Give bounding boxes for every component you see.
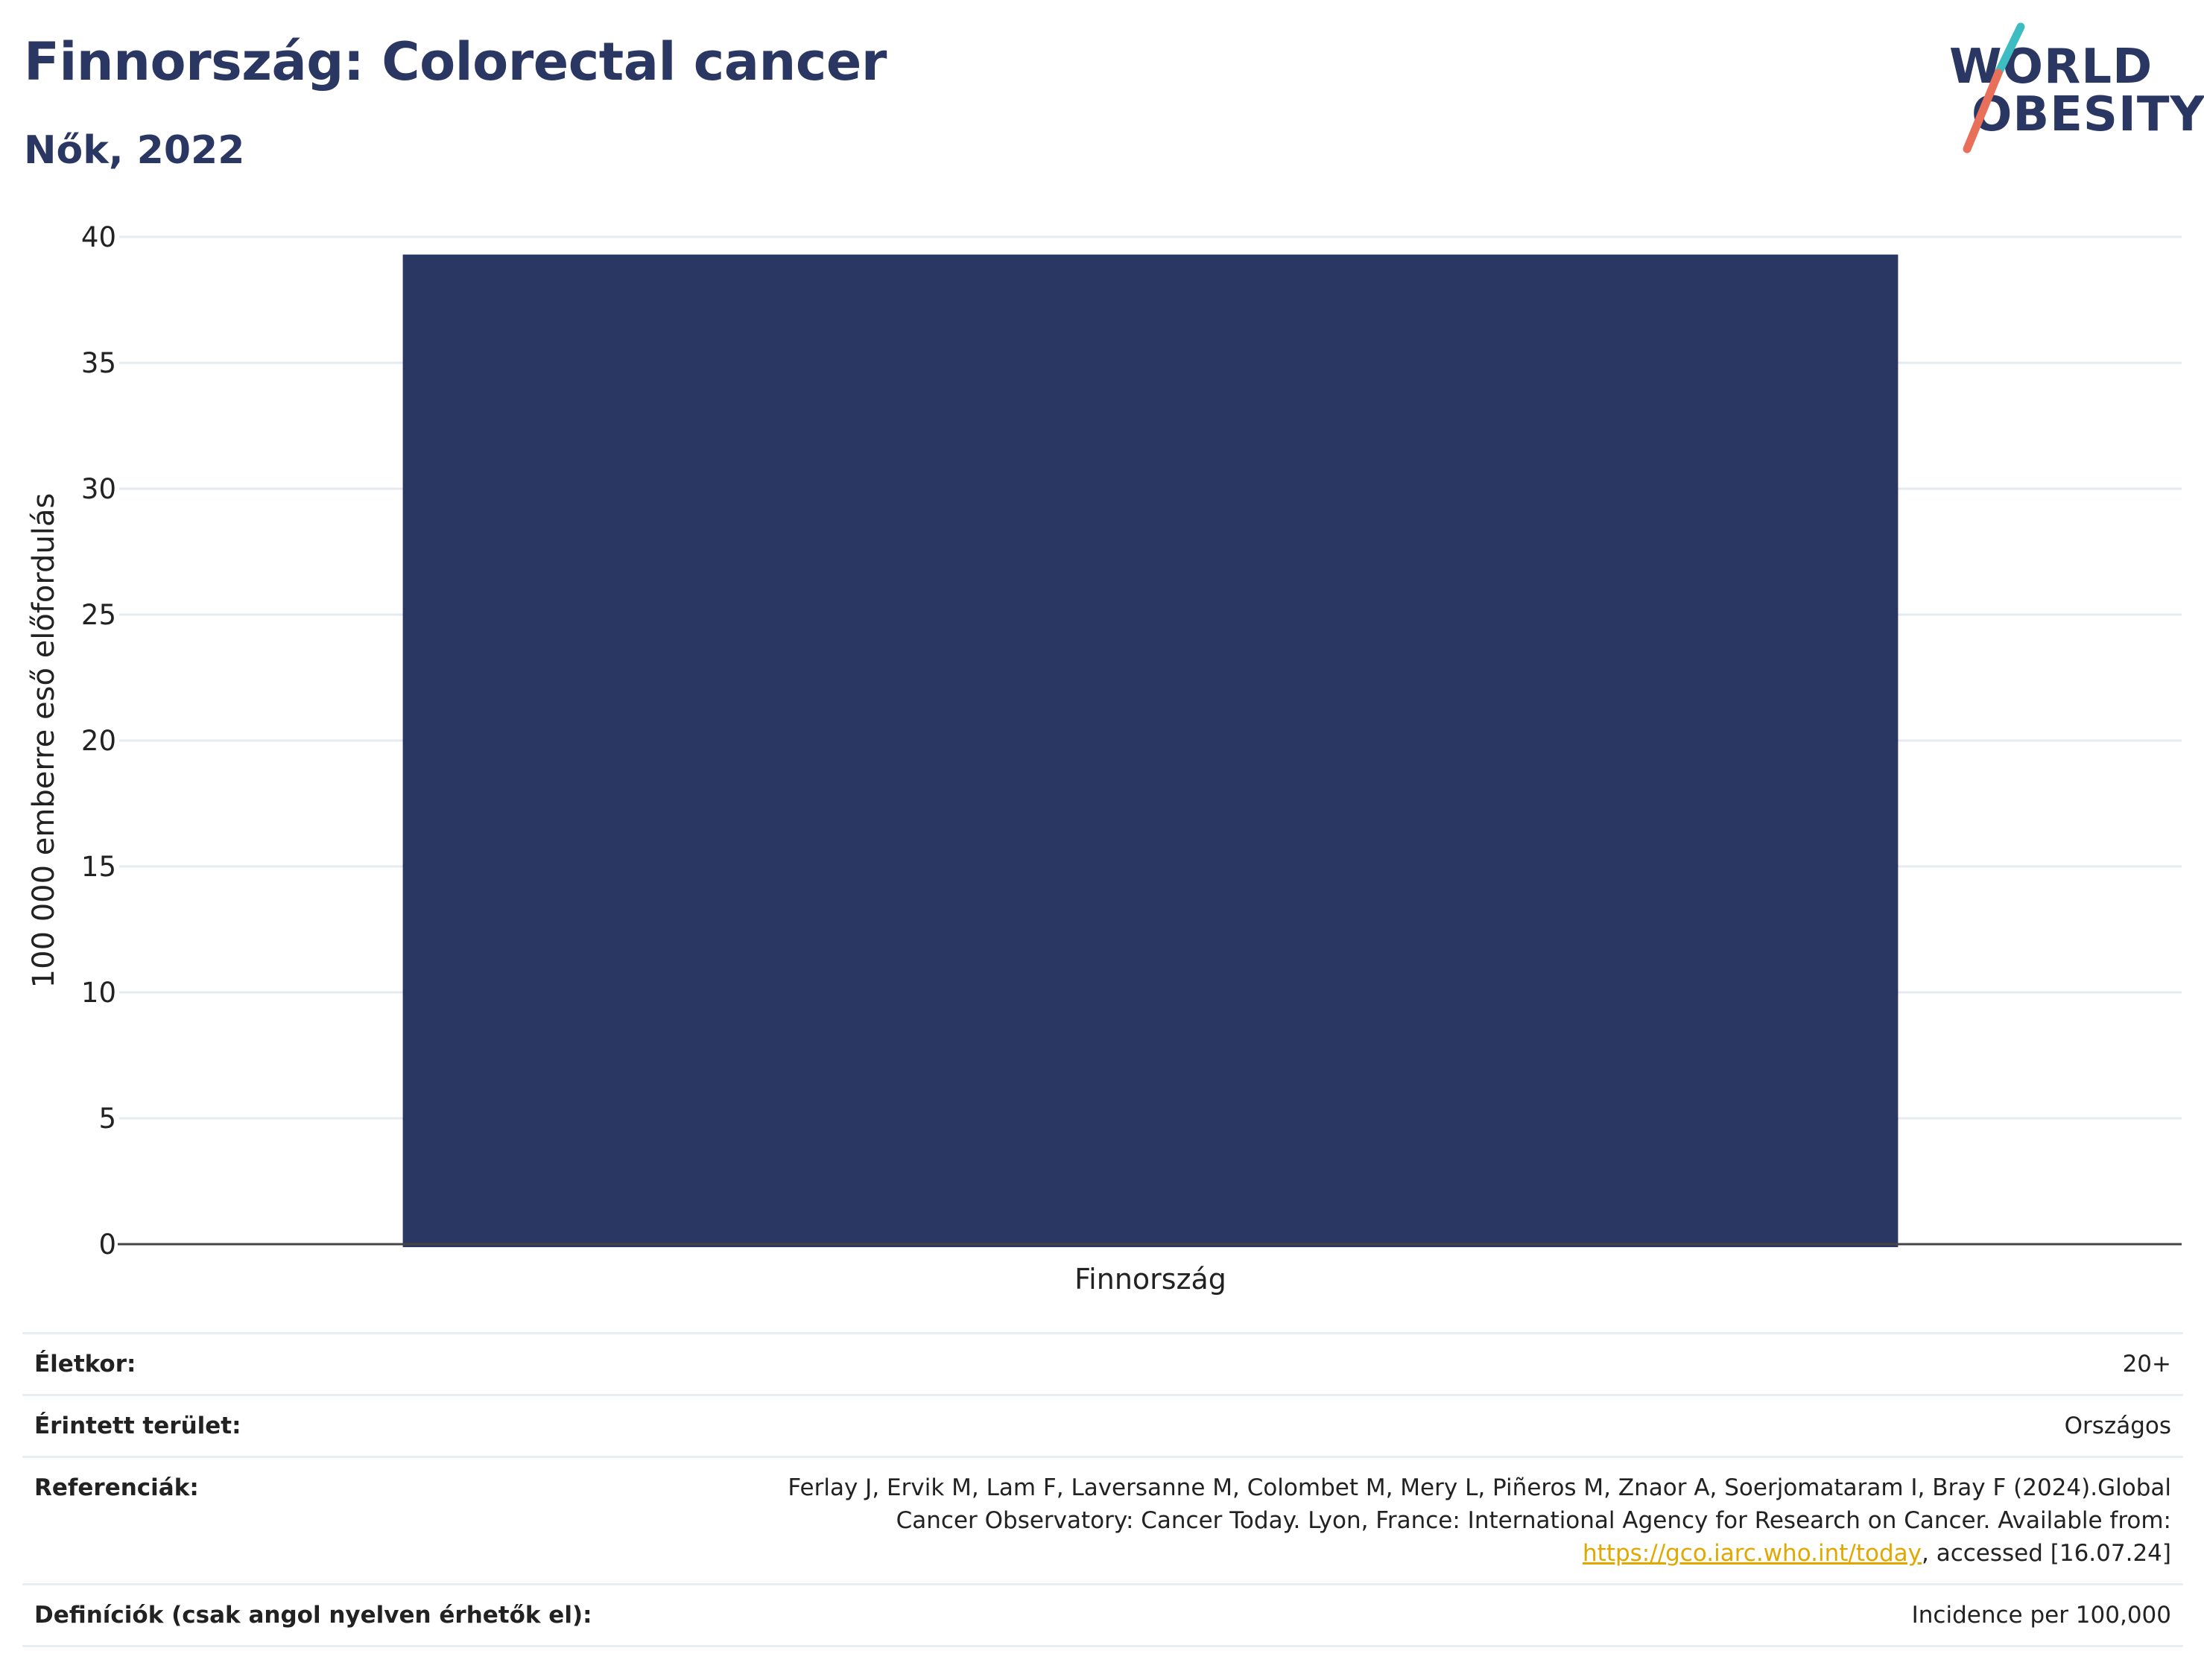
info-row-definitions: Definíciók (csak angol nyelven érhetők e… xyxy=(22,1583,2183,1647)
x-axis-labels: Finnország xyxy=(1074,1263,1226,1296)
info-table: Életkor: 20+ Érintett terület: Országos … xyxy=(22,1332,2183,1647)
logo-text-world: WORLD xyxy=(1949,39,2153,95)
reference-text: Ferlay J, Ervik M, Lam F, Laversanne M, … xyxy=(788,1474,2171,1534)
bars xyxy=(402,254,1899,1247)
x-tick-label: Finnország xyxy=(1074,1263,1226,1296)
info-row-references: Referenciák: Ferlay J, Ervik M, Lam F, L… xyxy=(22,1456,2183,1585)
info-label-age: Életkor: xyxy=(22,1332,717,1395)
bar-chart: 0 5 10 15 20 25 30 35 40 Finnország 100 000 embe… xyxy=(27,221,2182,1296)
y-tick-label: 10 xyxy=(81,977,116,1009)
y-tick-label: 30 xyxy=(81,473,116,505)
y-axis-title: 100 000 emberre eső előfordulás xyxy=(27,493,61,989)
logo-text-obesity: OBESITY xyxy=(1972,87,2204,142)
y-tick-label: 25 xyxy=(81,599,116,631)
y-tick-label: 35 xyxy=(81,347,116,379)
chart-title: Finnország: Colorectal cancer xyxy=(24,31,887,92)
info-value-age: 20+ xyxy=(717,1332,2183,1395)
info-row-area: Érintett terület: Országos xyxy=(22,1394,2183,1457)
y-axis-ticks: 0 5 10 15 20 25 30 35 40 xyxy=(81,221,116,1261)
bar xyxy=(402,254,1899,1247)
chart-subtitle: Nők, 2022 xyxy=(24,128,245,173)
y-tick-label: 40 xyxy=(81,221,116,253)
info-value-area: Országos xyxy=(717,1394,2183,1457)
info-label-references: Referenciák: xyxy=(22,1456,717,1585)
info-value-definitions: Incidence per 100,000 xyxy=(717,1583,2183,1647)
info-value-references: Ferlay J, Ervik M, Lam F, Laversanne M, … xyxy=(717,1456,2183,1585)
y-tick-label: 20 xyxy=(81,725,116,757)
info-row-age: Életkor: 20+ xyxy=(22,1332,2183,1395)
y-tick-label: 15 xyxy=(81,851,116,883)
info-label-area: Érintett terület: xyxy=(22,1394,717,1457)
logo-slash-icon xyxy=(1963,22,2025,153)
y-tick-label: 0 xyxy=(98,1229,116,1261)
reference-link[interactable]: https://gco.iarc.who.int/today xyxy=(1583,1540,1922,1567)
y-tick-label: 5 xyxy=(98,1103,116,1135)
info-label-definitions: Definíciók (csak angol nyelven érhetők e… xyxy=(22,1583,717,1647)
world-obesity-logo: WORLD OBESITY xyxy=(1937,21,2204,155)
reference-accessed: , accessed [16.07.24] xyxy=(1921,1540,2171,1567)
